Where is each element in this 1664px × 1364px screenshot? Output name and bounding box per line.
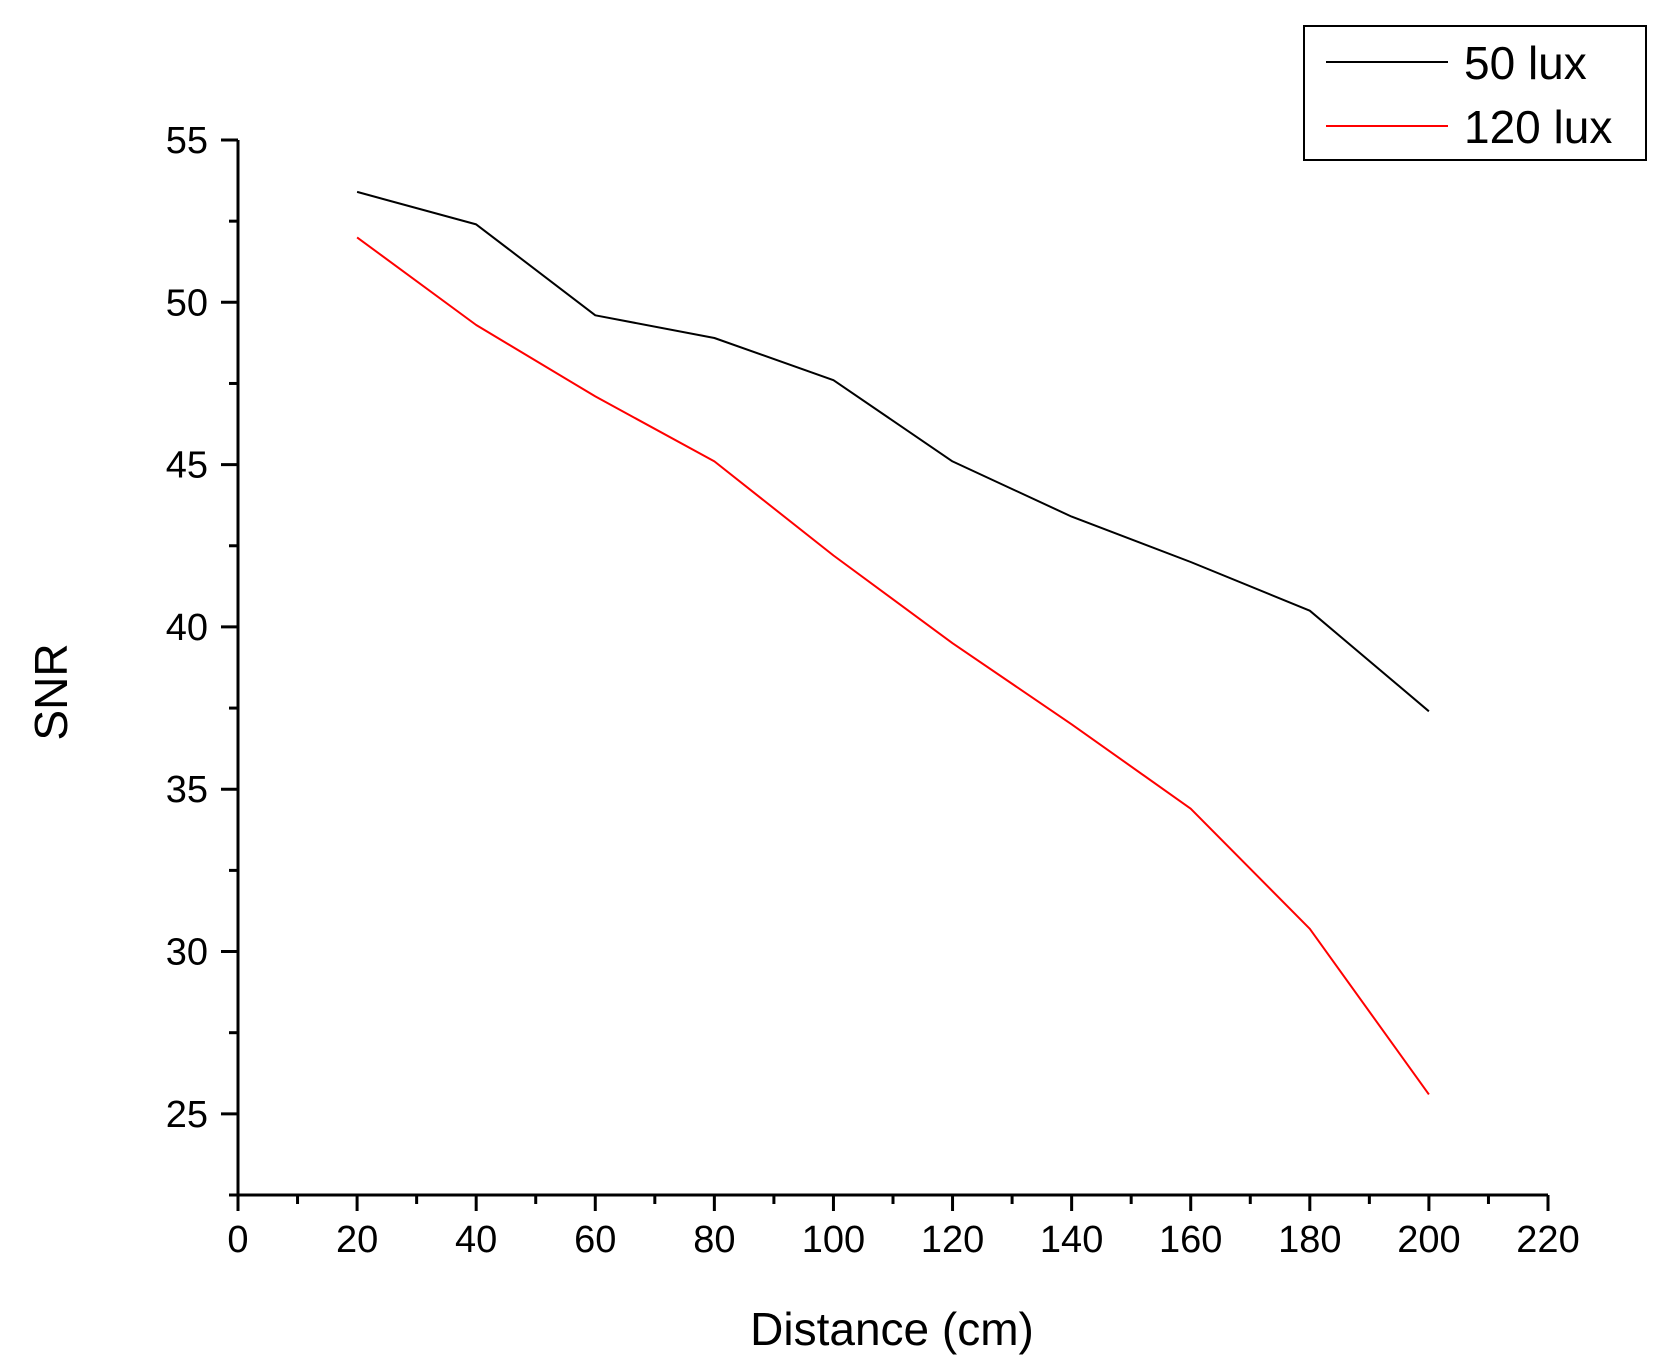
- x-tick-label: 40: [455, 1219, 497, 1261]
- y-axis-title: SNR: [25, 643, 77, 740]
- y-tick-label: 55: [166, 120, 208, 162]
- x-axis-title: Distance (cm): [750, 1303, 1034, 1355]
- legend-label-120-lux: 120 lux: [1464, 101, 1612, 153]
- x-tick-label: 60: [574, 1219, 616, 1261]
- x-tick-label: 140: [1040, 1219, 1103, 1261]
- tick-labels: 0 20 40 60 80 100 120 140 160 180 200 220 25 30 35 40 45…: [166, 120, 1580, 1261]
- y-tick-label: 50: [166, 282, 208, 324]
- y-tick-label: 35: [166, 769, 208, 811]
- y-tick-label: 40: [166, 607, 208, 649]
- x-tick-label: 180: [1278, 1219, 1341, 1261]
- minor-ticks: [229, 219, 1490, 1204]
- y-tick-label: 25: [166, 1094, 208, 1136]
- legend-box: [1303, 25, 1647, 161]
- x-tick-label: 0: [227, 1219, 248, 1261]
- x-tick-label: 100: [802, 1219, 865, 1261]
- x-tick-label: 20: [336, 1219, 378, 1261]
- y-tick-label: 45: [166, 445, 208, 487]
- series-lines: [356, 190, 1430, 1095]
- x-tick-label: 220: [1516, 1219, 1579, 1261]
- x-tick-label: 120: [921, 1219, 984, 1261]
- legend: 50 lux 120 lux: [1303, 25, 1647, 161]
- series-line-50-lux: [356, 190, 1430, 713]
- y-tick-label: 30: [166, 932, 208, 974]
- x-tick-label: 160: [1159, 1219, 1222, 1261]
- major-ticks: [221, 138, 1550, 1211]
- x-tick-label: 200: [1397, 1219, 1460, 1261]
- axes: [236, 140, 1548, 1197]
- x-tick-label: 80: [693, 1219, 735, 1261]
- legend-label-50-lux: 50 lux: [1464, 37, 1587, 89]
- series-line-120-lux: [356, 236, 1430, 1095]
